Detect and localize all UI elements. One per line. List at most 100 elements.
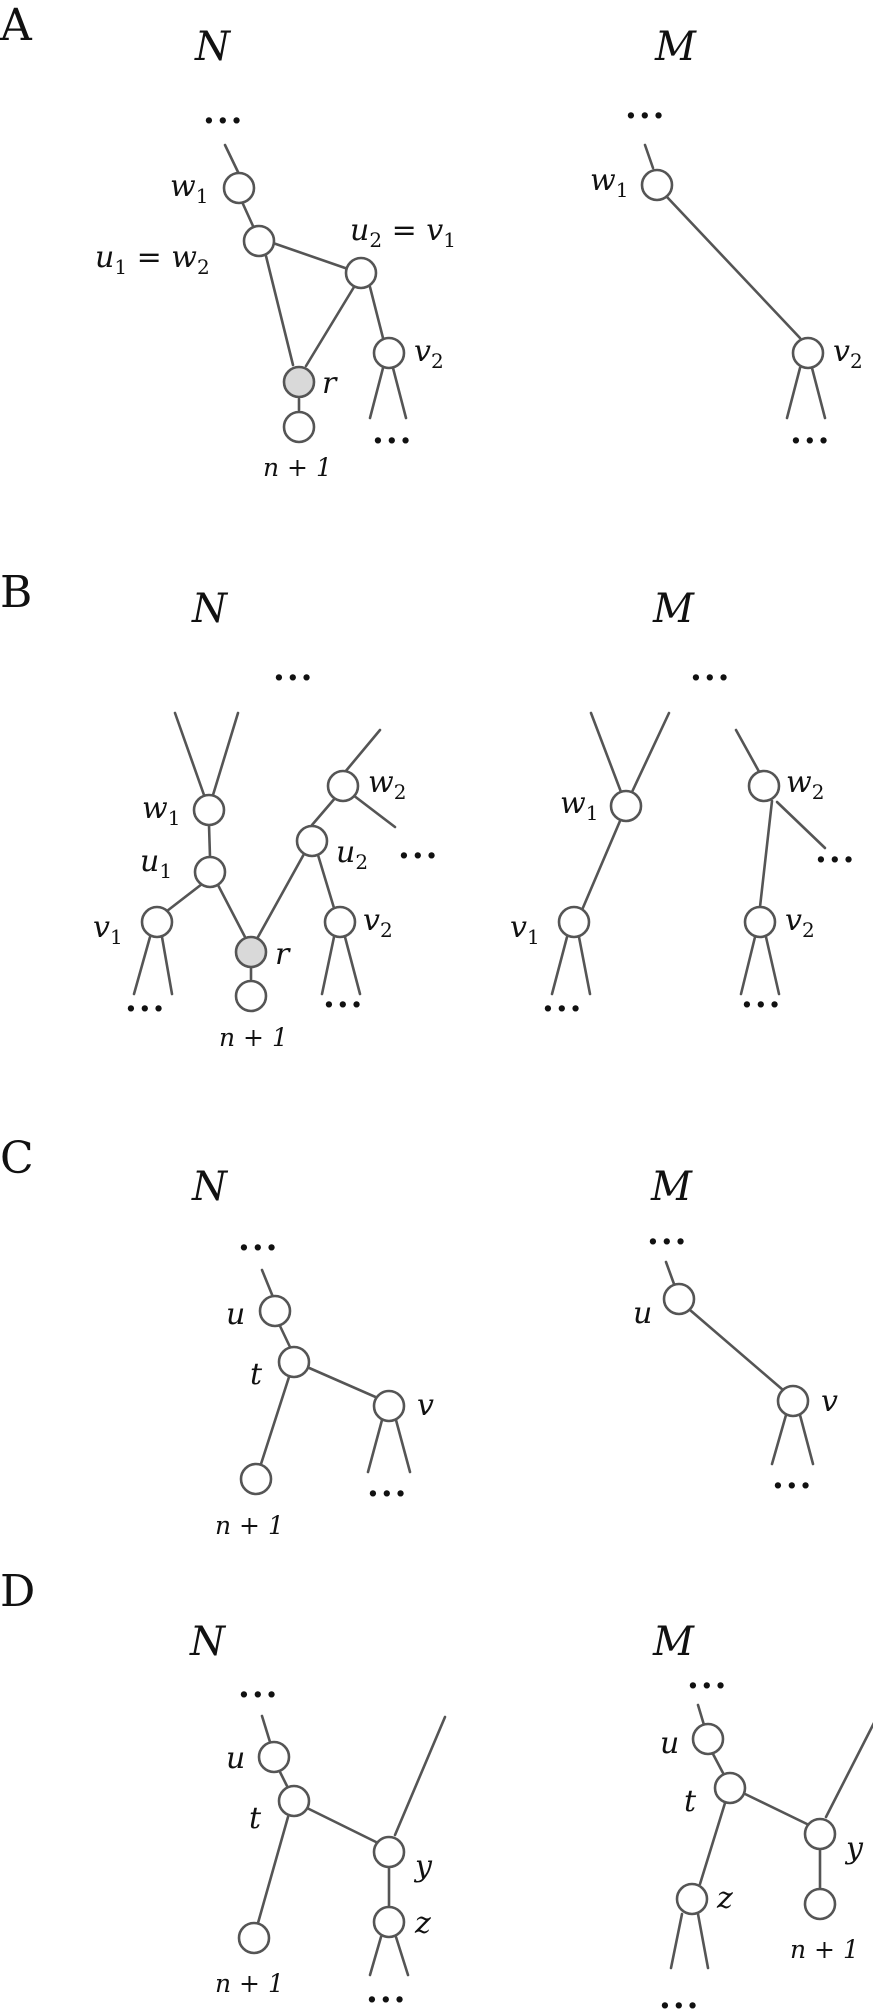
ellipsis: ... <box>542 980 584 1020</box>
title-n: N <box>189 1619 227 1665</box>
node-u <box>257 1740 291 1774</box>
title-m: M <box>652 1619 695 1665</box>
label-v1: v1 <box>510 910 540 949</box>
ellipsis: ... <box>659 1977 701 2016</box>
edge <box>550 935 569 996</box>
edge <box>665 195 802 340</box>
node-v1 <box>557 905 591 939</box>
label-v: v <box>417 1388 434 1423</box>
label-y: y <box>413 1849 433 1884</box>
label-r: r <box>322 366 338 401</box>
edge <box>305 1806 380 1845</box>
label-u2: u2 <box>336 835 368 874</box>
panel-label-d: D <box>0 1566 35 1617</box>
edge <box>173 711 206 797</box>
node-leaf <box>282 410 316 444</box>
node-y <box>803 1817 837 1851</box>
edge <box>343 728 382 774</box>
panel-c: C N ... u t v n + 1 ... M ... <box>0 1133 838 1540</box>
label-w1: w1 <box>142 791 180 830</box>
ellipsis: ... <box>238 1219 280 1259</box>
ellipsis: ... <box>741 976 783 1016</box>
edge <box>241 202 255 228</box>
label-leaf: n + 1 <box>215 1511 284 1540</box>
panel-b-network-m: M ... w1 v1 w2 v2 ... ... ... <box>510 586 855 1020</box>
node-t <box>713 1771 747 1805</box>
panel-a-network-n: N ... w1 u1 = w2 u2 = v1 v2 r n + 1 ... <box>95 24 456 482</box>
panel-d-network-n: N ... u t y z n + 1 ... <box>189 1619 447 2011</box>
node-leaf <box>234 979 268 1013</box>
edge <box>577 935 592 996</box>
label-v2: v2 <box>414 334 444 373</box>
label-v1: v1 <box>93 910 123 949</box>
ellipsis: ... <box>398 827 440 867</box>
ellipsis: ... <box>323 976 365 1016</box>
edge <box>824 1721 873 1819</box>
edge <box>160 935 174 996</box>
edge <box>256 1815 290 1925</box>
edge <box>211 711 240 797</box>
node-u2-v1 <box>344 256 378 290</box>
title-n: N <box>194 24 232 70</box>
ellipsis: ... <box>625 87 667 127</box>
edge <box>394 1935 410 1977</box>
edge <box>264 254 295 367</box>
node-w1 <box>222 171 256 205</box>
node-r <box>234 935 268 969</box>
edge <box>391 366 408 420</box>
label-u: u <box>226 1297 245 1332</box>
edge <box>368 285 385 340</box>
edge <box>394 1418 412 1474</box>
edge <box>259 1375 291 1466</box>
edge <box>688 1308 785 1392</box>
label-leaf: n + 1 <box>263 453 332 482</box>
edge <box>207 823 212 859</box>
edge <box>785 366 802 420</box>
node-u <box>258 1294 292 1328</box>
edge <box>696 1703 706 1727</box>
label-y: y <box>844 1831 864 1866</box>
label-z: z <box>414 1906 431 1941</box>
node-r <box>282 365 316 399</box>
edge <box>580 819 622 912</box>
edge <box>739 935 757 996</box>
edge <box>320 935 336 996</box>
edge <box>316 853 336 910</box>
node-w2 <box>747 769 781 803</box>
node-z <box>372 1905 406 1939</box>
edge <box>368 1935 383 1977</box>
edge <box>305 1365 382 1401</box>
node-v2 <box>323 905 357 939</box>
node-u2 <box>295 824 329 858</box>
label-v2: v2 <box>833 334 863 373</box>
edge <box>256 852 306 939</box>
edge <box>132 935 152 996</box>
label-u: u <box>660 1726 679 1761</box>
ellipsis: ... <box>772 1457 814 1497</box>
label-v2: v2 <box>785 903 815 942</box>
node-v2 <box>743 905 777 939</box>
ellipsis: ... <box>125 980 167 1020</box>
ellipsis: ... <box>690 649 732 689</box>
ellipsis: ... <box>203 92 245 132</box>
label-leaf: n + 1 <box>215 1969 284 1998</box>
label-r: r <box>275 937 291 972</box>
label-t: t <box>684 1784 697 1819</box>
node-w1 <box>192 793 226 827</box>
title-n: N <box>191 586 229 632</box>
label-u: u <box>633 1296 652 1331</box>
ellipsis: ... <box>238 1666 280 1706</box>
edge <box>304 285 356 368</box>
ellipsis: ... <box>367 1465 409 1505</box>
edge <box>343 935 362 996</box>
node-leaf <box>803 1887 837 1921</box>
node-u1 <box>193 855 227 889</box>
label-t: t <box>250 1357 263 1392</box>
panel-d: D N ... u t y z n + 1 ... <box>0 1566 873 2016</box>
label-w1: w1 <box>170 169 208 208</box>
panel-d-network-m: M ... u t y z n + 1 ... <box>652 1619 873 2016</box>
node-v2 <box>372 336 406 370</box>
edge <box>696 1912 710 1970</box>
node-w1 <box>609 789 643 823</box>
node-w1 <box>640 168 674 202</box>
